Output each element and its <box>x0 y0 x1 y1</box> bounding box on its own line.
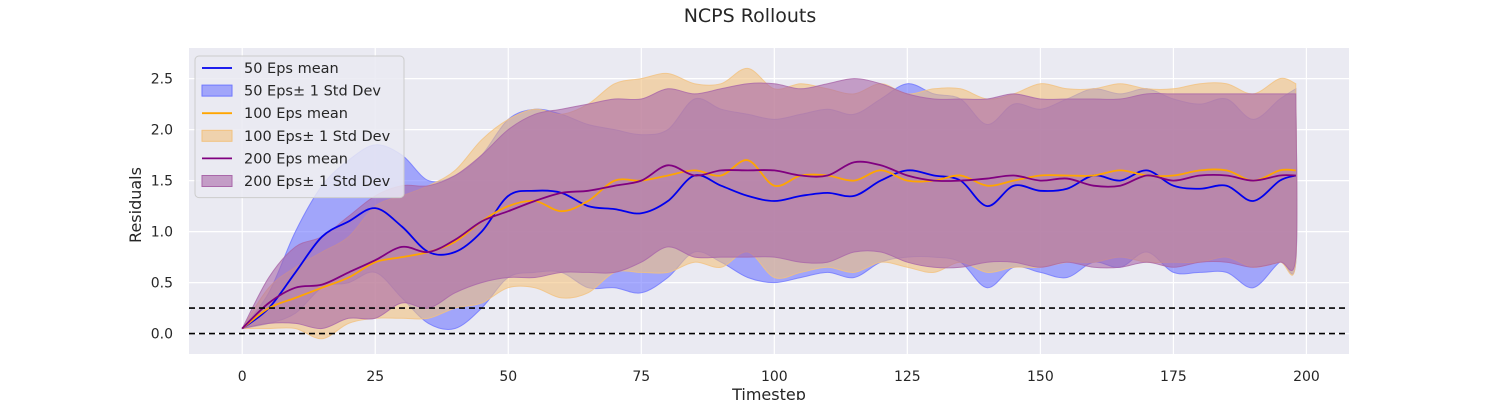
x-tick-label: 175 <box>1160 369 1187 385</box>
std-dev-bands <box>241 67 1298 340</box>
x-tick-label: 25 <box>366 369 384 385</box>
legend-entry-mean: 50 Eps mean <box>244 61 339 77</box>
legend-entry-mean: 200 Eps mean <box>244 151 348 167</box>
mean-lines <box>241 159 1297 330</box>
x-tick-label: 75 <box>632 369 650 385</box>
mean-line-2 <box>241 159 1296 330</box>
y-tick-label: 1.5 <box>151 174 173 190</box>
legend-entry-band: 50 Eps± 1 Std Dev <box>244 84 381 100</box>
mean-line-3 <box>241 160 1296 330</box>
y-axis-title: Residuals <box>126 167 145 243</box>
x-tick-label: 200 <box>1293 369 1320 385</box>
reference-lines <box>189 307 1349 335</box>
legend-band-swatch <box>201 175 233 187</box>
x-axis-title: Timestep <box>731 385 806 400</box>
legend-band-swatch <box>201 84 233 97</box>
y-axis-ticks: 0.0 0.5 1.0 1.5 2.0 2.5 <box>151 72 173 343</box>
y-tick-label: 2.5 <box>151 72 173 88</box>
mean-line-1 <box>241 169 1297 330</box>
y-tick-label: 0.5 <box>151 276 173 292</box>
x-tick-label: 125 <box>894 369 921 385</box>
x-axis-ticks: 0 25 50 75 100 125 150 175 200 <box>238 369 1320 385</box>
legend-entry-band: 200 Eps± 1 Std Dev <box>244 174 391 190</box>
legend-entry-band: 100 Eps± 1 Std Dev <box>244 129 391 145</box>
x-tick-label: 50 <box>499 369 517 385</box>
x-tick-label: 100 <box>761 369 788 385</box>
x-tick-label: 0 <box>238 369 247 385</box>
legend-box <box>194 55 405 199</box>
y-tick-label: 2.0 <box>151 123 173 139</box>
chart-title: NCPS Rollouts <box>684 5 817 27</box>
y-tick-label: 0.0 <box>151 327 173 343</box>
x-tick-label: 150 <box>1027 369 1054 385</box>
std-band-3 <box>241 78 1298 330</box>
legend-band-swatch <box>201 129 233 142</box>
y-tick-label: 1.0 <box>151 225 173 241</box>
legend-entry-mean: 100 Eps mean <box>244 106 348 122</box>
legend: 50 Eps mean 50 Eps± 1 Std Dev 100 Eps mean… <box>194 55 405 199</box>
